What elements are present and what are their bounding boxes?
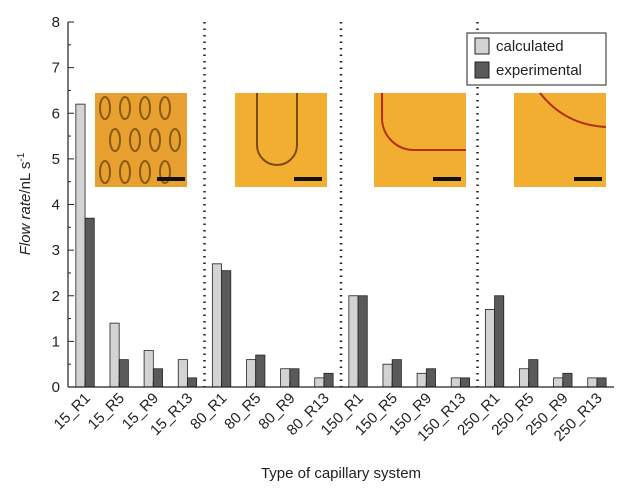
legend-label: calculated <box>496 38 564 55</box>
y-tick-label: 0 <box>52 379 60 396</box>
y-tick-label: 5 <box>52 151 60 168</box>
bar <box>85 218 94 387</box>
bar <box>417 373 426 387</box>
bar <box>460 378 469 387</box>
chart: Type of capillary system Flow rate/nL s-… <box>0 0 619 488</box>
y-tick-label: 1 <box>52 333 60 350</box>
bar <box>597 378 606 387</box>
bar <box>187 378 196 387</box>
bar <box>358 296 367 387</box>
inset-image <box>514 93 606 187</box>
bar <box>563 373 572 387</box>
bar <box>281 369 290 387</box>
y-tick-label: 7 <box>52 60 60 77</box>
legend-swatch <box>475 62 489 78</box>
y-tick-label: 4 <box>52 197 60 214</box>
y-tick-label: 2 <box>52 288 60 305</box>
bar <box>495 296 504 387</box>
bar <box>426 369 435 387</box>
x-tick-label: 80_R5 <box>221 390 264 433</box>
bar <box>290 369 299 387</box>
bar <box>256 355 265 387</box>
bar <box>178 360 187 387</box>
y-tick-label: 3 <box>52 242 60 259</box>
bar <box>110 323 119 387</box>
bar <box>246 360 255 387</box>
bar <box>383 364 392 387</box>
bar <box>451 378 460 387</box>
x-tick-label: 15_R5 <box>85 390 128 433</box>
x-axis-label: Type of capillary system <box>261 465 421 482</box>
bar <box>144 351 153 388</box>
legend-label: experimental <box>496 62 582 79</box>
bar <box>529 360 538 387</box>
x-tick-label: 15_R1 <box>51 390 94 433</box>
bar <box>392 360 401 387</box>
bar <box>212 264 221 387</box>
bar <box>349 296 358 387</box>
bar <box>324 373 333 387</box>
y-axis-label: Flow rate/nL s-1 <box>16 152 34 255</box>
y-tick-label: 8 <box>52 14 60 31</box>
bar <box>485 309 494 387</box>
bar <box>315 378 324 387</box>
y-tick-label: 6 <box>52 105 60 122</box>
insets <box>95 93 606 187</box>
inset-image <box>374 93 466 187</box>
x-tick-label: 80_R1 <box>187 390 230 433</box>
legend-swatch <box>475 38 489 54</box>
bar <box>222 271 231 387</box>
bar <box>119 360 128 387</box>
bar <box>153 369 162 387</box>
inset-image <box>235 93 327 187</box>
bar <box>76 104 85 387</box>
bar <box>554 378 563 387</box>
bar <box>519 369 528 387</box>
bar <box>588 378 597 387</box>
